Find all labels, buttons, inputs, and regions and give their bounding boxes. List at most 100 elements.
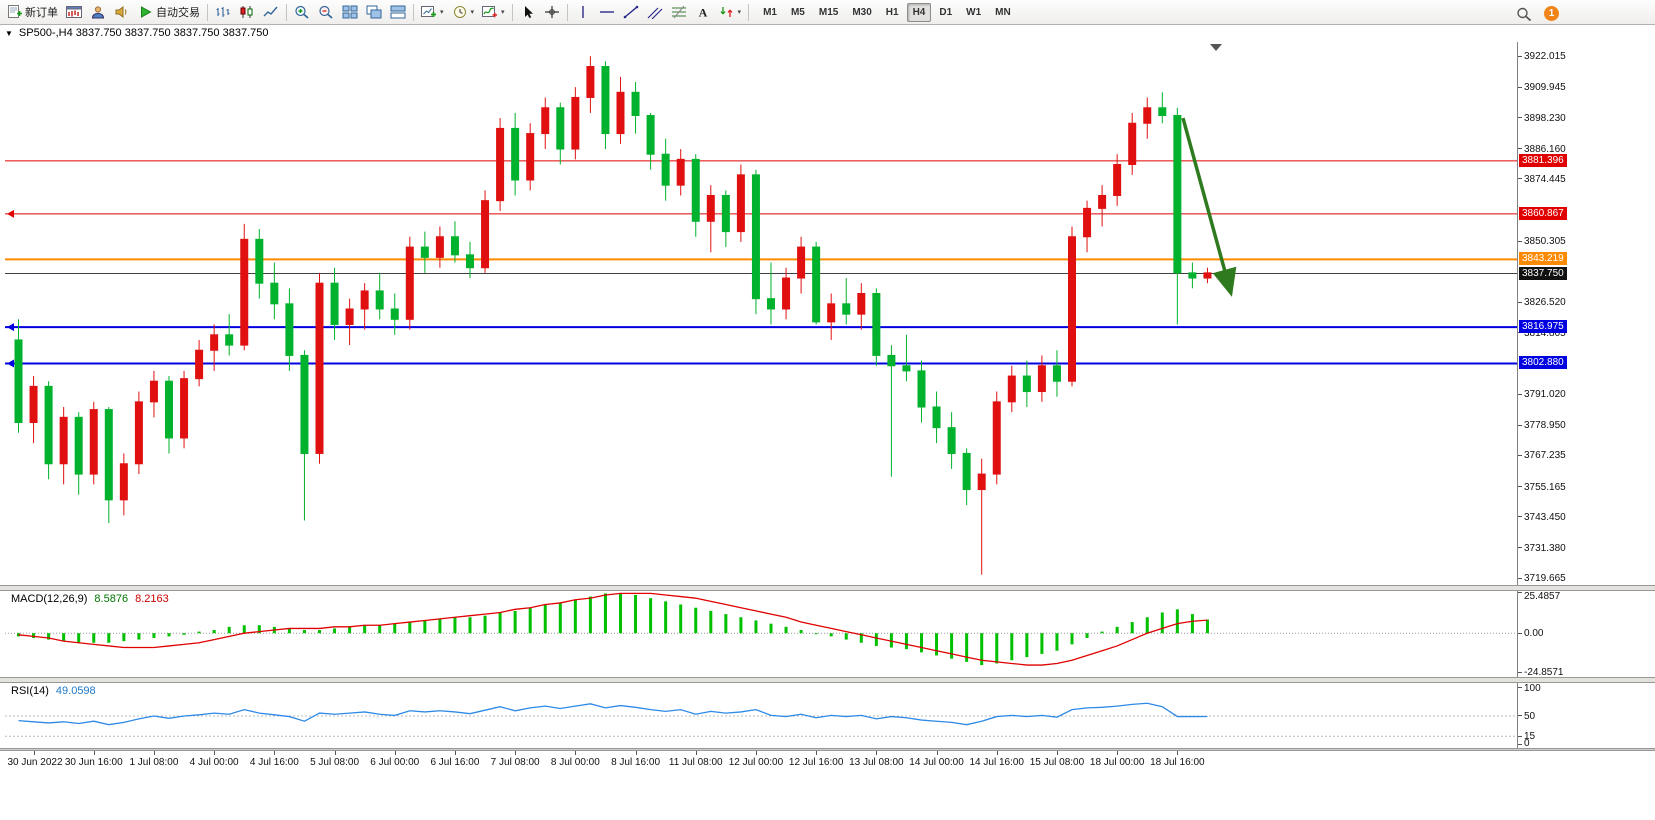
indicator-icon [482,5,498,19]
macd-tick [1518,592,1522,594]
zoom-in-button[interactable] [290,2,314,23]
time-tick [515,751,517,755]
time-axis-label: 14 Jul 00:00 [909,757,964,768]
price-axis-label: 3791.020 [1524,389,1566,401]
rsi-axis: 100 50 15 0 [1517,683,1579,749]
macd-tick [1518,672,1522,674]
vertical-line-tool-button[interactable] [571,2,595,23]
timeframe-h4-button[interactable]: H4 [906,2,932,22]
macd-main-value: 8.5876 [94,593,129,605]
price-axis-label: 3755.165 [1524,481,1566,493]
charts-button[interactable] [62,2,86,23]
time-tick [816,751,818,755]
rsi-tick [1518,686,1522,688]
price-tick [1518,148,1522,150]
timeframe-m5-button[interactable]: M5 [790,6,805,18]
text-icon: A [695,5,711,20]
panel-splitter[interactable] [0,585,1655,591]
timeframe-h1-button[interactable]: H1 [885,6,899,18]
clock-icon [452,5,468,19]
trendline-tool-button[interactable] [619,2,643,23]
level-price-tag: 3802.880 [1519,356,1567,370]
fibonacci-tool-button[interactable] [667,2,691,23]
price-axis[interactable]: 3922.015 3909.945 3898.230 3886.160 3874.445… [1517,42,1579,585]
search-icon [1516,7,1532,21]
market-watch-button[interactable] [110,2,134,23]
price-axis-label: 3898.230 [1524,112,1566,124]
time-tick [394,751,396,755]
dropdown-caret-icon[interactable]: ▾ [470,9,475,16]
macd-chart[interactable] [5,591,1517,677]
time-axis-label: 7 Jul 08:00 [490,757,540,768]
dropdown-caret-icon[interactable]: ▾ [440,9,444,16]
trend-arrow-annotation[interactable] [1181,117,1237,297]
auto-trading-label: 自动交易 [156,7,200,19]
time-tick [454,751,456,755]
timeframe-mn-button[interactable]: MN [995,6,1011,18]
timeframe-m1-button[interactable]: M1 [763,6,777,18]
rsi-name: RSI(14) [11,685,49,697]
channel-tool-button[interactable] [643,2,667,23]
channel-icon [647,5,663,19]
tile-windows-button[interactable] [338,2,362,23]
notification-badge[interactable]: 1 [1544,6,1559,21]
time-axis-label: 8 Jul 00:00 [550,757,600,768]
crosshair-button[interactable] [540,2,564,23]
time-tick [214,751,216,755]
time-axis-label: 12 Jul 00:00 [728,757,784,768]
price-tick [1518,516,1522,518]
trendline-icon [623,5,639,19]
horizontal-line-tool-button[interactable] [595,2,619,23]
zoom-out-icon [318,5,334,19]
cascade-windows-button[interactable] [362,2,386,23]
time-axis[interactable]: 30 Jun 2022 30 Jun 16:00 1 Jul 08:00 4 Jul … [5,751,1577,773]
timeframe-d1-button[interactable]: D1 [939,6,953,18]
time-tick [1117,751,1119,755]
time-tick [575,751,577,755]
bar-chart-mode-button[interactable] [211,2,235,23]
macd-name: MACD(12,26,9) [11,593,88,605]
time-axis-label: 4 Jul 16:00 [249,757,299,768]
panel-splitter[interactable] [0,677,1655,683]
zoom-out-button[interactable] [314,2,338,23]
line-chart-mode-button[interactable] [259,2,283,23]
price-tick [1518,178,1522,180]
cascade-icon [366,5,382,19]
rsi-axis-label: 0 [1524,738,1530,749]
price-axis-label: 3731.380 [1524,542,1566,554]
new-order-button[interactable]: 新订单 [3,2,62,23]
auto-trading-button[interactable]: 自动交易 [134,2,204,23]
chart-collapse-icon[interactable]: ▼ [5,28,13,38]
svg-text:A: A [698,6,707,20]
arrange-windows-button[interactable] [386,2,410,23]
timeframe-m30-button[interactable]: M30 [852,6,872,18]
price-axis-label: 3814.805 [1524,327,1566,339]
arrows-tool-button[interactable]: ▾ [715,2,746,23]
rsi-tick [1518,715,1522,717]
timeframe-w1-button[interactable]: W1 [966,6,982,18]
cursor-button[interactable] [516,2,540,23]
dropdown-caret-icon[interactable]: ▾ [737,9,742,16]
toolbar-buttons: 新订单 自动交易 ▾ ▾ ▾ A ▾ [3,2,752,23]
periodicity-button[interactable]: ▾ [448,2,479,23]
candle-chart-mode-button[interactable] [235,2,259,23]
rsi-chart[interactable] [5,683,1517,748]
new-chart-button[interactable]: ▾ [417,2,448,23]
timeframe-m15-button[interactable]: M15 [818,6,839,18]
candlestick-chart[interactable] [5,42,1517,585]
search-button[interactable] [1512,3,1536,24]
dropdown-caret-icon[interactable]: ▾ [501,9,505,16]
indicators-button[interactable]: ▾ [478,2,509,23]
chart-title: SP500-,H4 3837.750 3837.750 3837.750 383… [18,27,269,39]
profile-icon [90,5,106,19]
text-tool-button[interactable]: A [691,2,715,23]
new-order-label: 新订单 [25,7,58,19]
panel-splitter[interactable] [0,748,1655,751]
profiles-button[interactable] [86,2,110,23]
line-icon [263,5,279,19]
time-axis-label: 30 Jun 2022 [7,757,63,768]
macd-signal-value: 8.2163 [135,593,169,605]
price-tick [1518,486,1522,488]
time-tick [695,751,697,755]
time-axis-label: 11 Jul 08:00 [668,757,723,768]
